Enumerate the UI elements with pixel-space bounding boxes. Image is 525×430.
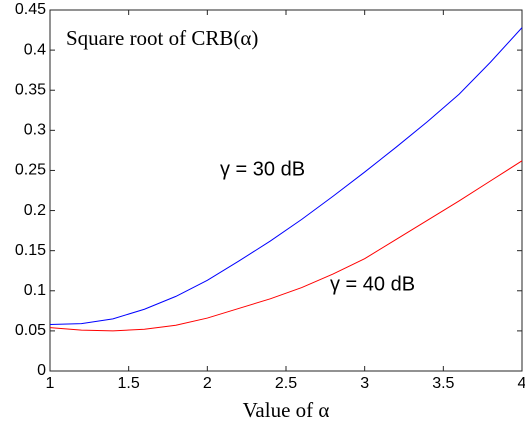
- x-tick-label: 1: [46, 375, 55, 392]
- series-label: γ = 40 dB: [330, 273, 415, 295]
- y-tick-label: 0: [37, 362, 46, 379]
- y-tick-label: 0.25: [15, 162, 46, 179]
- x-tick-label: 1.5: [118, 375, 140, 392]
- series-line: [49, 27, 523, 325]
- y-tick-label: 0.4: [24, 41, 46, 58]
- y-tick-label: 0.45: [15, 1, 46, 18]
- x-axis-label: Value of α: [243, 398, 330, 422]
- series-label: γ = 30 dB: [220, 158, 305, 180]
- y-tick-label: 0.1: [24, 282, 46, 299]
- chart-title: Square root of CRB(α): [66, 26, 258, 50]
- x-tick-label: 4: [518, 375, 525, 392]
- series-line: [49, 160, 523, 332]
- x-tick-label: 2.5: [275, 375, 297, 392]
- x-tick-label: 2: [203, 375, 212, 392]
- y-tick-label: 0.15: [15, 242, 46, 259]
- x-tick-label: 3.5: [432, 375, 454, 392]
- y-tick-label: 0.35: [15, 81, 46, 98]
- y-tick-label: 0.2: [24, 202, 46, 219]
- plot-frame: [49, 9, 523, 372]
- y-tick-label: 0.3: [24, 122, 46, 139]
- y-tick-label: 0.05: [15, 322, 46, 339]
- x-tick-label: 3: [360, 375, 369, 392]
